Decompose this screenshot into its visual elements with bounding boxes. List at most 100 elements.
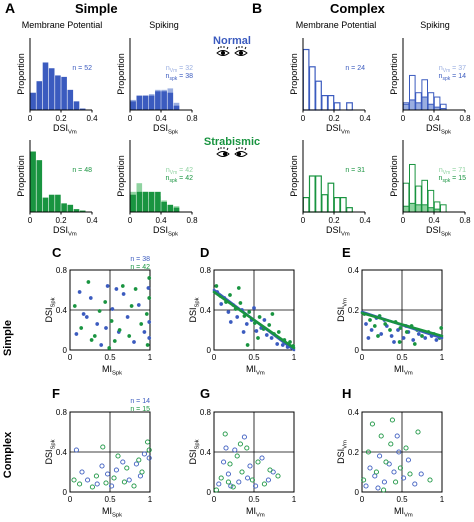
data-point xyxy=(109,319,114,323)
histogram-bar xyxy=(327,182,335,213)
data-point xyxy=(147,296,152,300)
data-point xyxy=(255,459,261,465)
data-point xyxy=(391,469,397,475)
legend-text: n = 42 xyxy=(130,264,150,271)
histogram-bar xyxy=(73,209,80,212)
x-tick-label: 0 xyxy=(401,216,406,225)
data-point xyxy=(423,336,428,340)
y-axis-label: DSIVm xyxy=(336,440,349,464)
data-point xyxy=(105,471,111,477)
x-tick-label: 0.4 xyxy=(359,216,371,225)
x-tick-label: 0.2 xyxy=(55,114,67,123)
x-tick-label: 0.5 xyxy=(396,353,408,362)
strabismic-eyes-icon xyxy=(216,147,248,157)
data-point xyxy=(276,330,281,334)
data-point xyxy=(139,469,145,475)
histogram-bar xyxy=(315,80,322,111)
legend-text: nVm = 71 xyxy=(439,167,466,176)
histogram-bar xyxy=(148,191,155,212)
data-point xyxy=(136,457,142,463)
x-tick-label: 0 xyxy=(301,216,306,225)
x-axis-label: DSISpk xyxy=(426,123,451,136)
y-axis-label: Proportion xyxy=(116,53,126,95)
histogram-bar xyxy=(36,160,43,212)
data-point xyxy=(249,477,255,483)
data-point xyxy=(230,484,236,490)
data-point xyxy=(364,322,368,326)
data-point xyxy=(270,312,275,316)
x-tick-label: 0.8 xyxy=(186,114,198,123)
x-tick-label: 0.5 xyxy=(248,353,260,362)
y-axis-label: Proportion xyxy=(389,53,399,95)
y-tick-label: 0.4 xyxy=(200,448,212,457)
data-point xyxy=(404,330,409,334)
histogram-bar xyxy=(36,81,43,110)
data-point xyxy=(407,471,413,477)
data-point xyxy=(225,479,231,485)
x-tick-label: 0.4 xyxy=(86,216,98,225)
fit-line xyxy=(212,290,296,350)
histogram-bar xyxy=(333,197,341,213)
y-tick-label: 0 xyxy=(63,346,68,355)
histogram-bar xyxy=(55,75,61,110)
data-point xyxy=(241,434,247,440)
data-point xyxy=(219,302,224,306)
data-point xyxy=(236,286,241,290)
data-point xyxy=(146,286,151,290)
histogram-bar xyxy=(30,92,36,110)
histogram-bar xyxy=(421,204,428,213)
data-point xyxy=(427,477,433,483)
x-tick-label: 0 xyxy=(401,114,406,123)
data-point xyxy=(397,465,403,471)
data-point xyxy=(74,332,79,336)
x-tick-label: 0 xyxy=(28,216,33,225)
data-point xyxy=(120,459,126,465)
x-tick-label: 0.4 xyxy=(428,216,440,225)
histogram-bar xyxy=(427,103,435,111)
data-point xyxy=(398,326,403,330)
y-tick-label: 0.2 xyxy=(348,448,360,457)
scatter-D: D 0 0.5 1 0 0.4 0.8 MIVm DSISpk xyxy=(188,245,297,377)
y-tick-label: 0.4 xyxy=(348,266,360,275)
y-tick-label: 0.4 xyxy=(56,306,68,315)
y-axis-label: Proportion xyxy=(16,155,26,197)
legend-text: n = 31 xyxy=(345,167,365,174)
fit-line xyxy=(360,311,444,338)
data-point xyxy=(77,481,83,487)
histogram-bar xyxy=(302,197,310,213)
scatter-F: F 0 0.5 1 0 0.4 0.8 MISpk DSISpk n = 14n = 15 xyxy=(44,386,153,519)
legend-text: nVm = 42 xyxy=(166,167,193,176)
y-tick-label: 0.8 xyxy=(56,266,68,275)
data-point xyxy=(383,459,389,465)
legend-text: nspk = 42 xyxy=(166,175,194,184)
data-point xyxy=(89,338,94,342)
legend-text: n = 38 xyxy=(130,256,150,263)
data-point xyxy=(121,479,127,485)
data-point xyxy=(245,343,250,347)
data-point xyxy=(256,336,260,340)
data-point xyxy=(381,487,387,493)
data-point xyxy=(147,276,152,280)
data-point xyxy=(213,487,219,493)
data-point xyxy=(131,483,137,489)
data-point xyxy=(228,293,232,297)
histogram-bar xyxy=(67,89,74,110)
data-point xyxy=(124,465,130,471)
histogram-bar xyxy=(55,194,61,212)
x-tick-label: 0.2 xyxy=(55,216,67,225)
data-point xyxy=(89,484,95,490)
data-point xyxy=(133,287,138,291)
data-point xyxy=(368,318,372,322)
panel-label-g: G xyxy=(200,386,210,401)
col-title-membrane-b: Membrane Potential xyxy=(296,20,377,30)
data-point xyxy=(267,467,273,473)
data-point xyxy=(247,463,253,469)
data-point xyxy=(403,445,409,451)
data-point xyxy=(145,439,151,445)
y-axis-label: DSISpk xyxy=(188,297,201,322)
x-axis-label: DSIVm xyxy=(326,123,350,136)
x-tick-label: 0.8 xyxy=(459,216,471,225)
data-point xyxy=(105,284,110,288)
histogram-bar xyxy=(148,95,155,110)
data-point xyxy=(99,463,105,469)
